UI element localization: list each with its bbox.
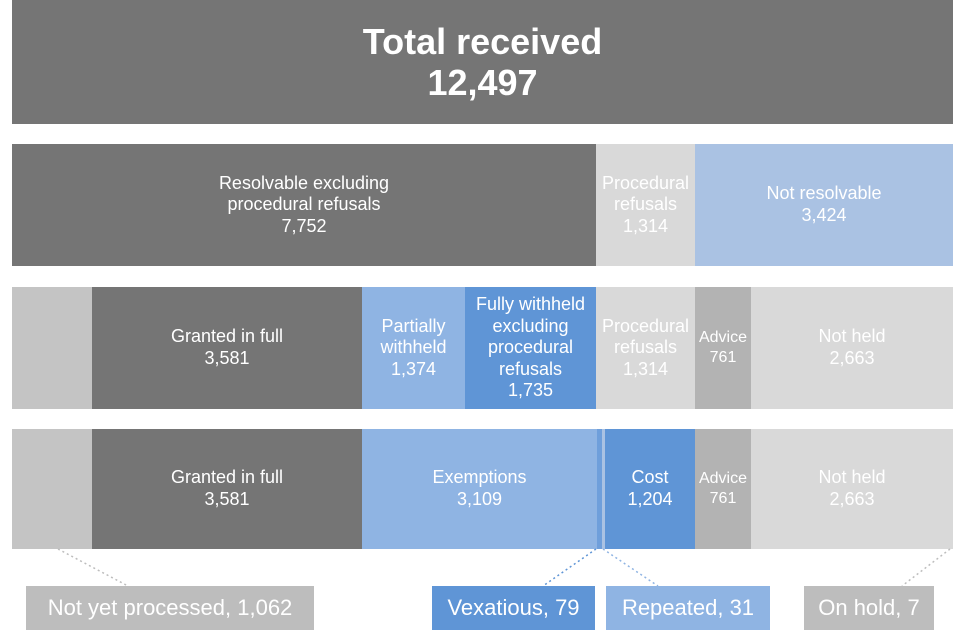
not-resolvable-block: Not resolvable 3,424 (695, 144, 953, 266)
advice-value: 761 (709, 490, 737, 507)
not-yet-processed-segment-row2 (12, 287, 92, 409)
procedural-refusals-value: 1,314 (622, 358, 669, 379)
exemptions-label: Exemptions (432, 467, 527, 488)
not-yet-processed-callout: Not yet processed, 1,062 (26, 586, 314, 630)
advice-block-row2: Advice 761 (695, 287, 751, 409)
repeated-callout: Repeated, 31 (606, 586, 770, 630)
resolvable-value: 7,752 (281, 215, 327, 236)
vexatious-callout: Vexatious, 79 (432, 586, 595, 630)
granted-value: 3,581 (204, 348, 250, 368)
not-resolvable-value: 3,424 (801, 205, 847, 225)
not-yet-processed-segment-row3 (12, 429, 92, 549)
procedural-refusals-block-row1: Procedural refusals 1,314 (596, 144, 695, 266)
exemptions-block: Exemptions 3,109 (362, 429, 597, 549)
vexatious-segment (597, 429, 602, 549)
exemptions-value: 3,109 (456, 489, 503, 509)
connector-not-yet-processed (57, 548, 129, 587)
fully-withheld-label: Fully withheld excluding procedural refu… (475, 294, 586, 379)
procedural-refusals-block-row2: Procedural refusals 1,314 (596, 287, 695, 409)
connector-on-hold (901, 548, 951, 587)
partially-withheld-label: Partially withheld (380, 315, 447, 358)
resolvable-block: Resolvable excluding procedural refusals… (12, 144, 596, 266)
cost-value: 1,204 (627, 489, 673, 509)
advice-block-row3: Advice 761 (695, 429, 751, 549)
advice-value: 761 (709, 349, 737, 366)
not-held-block-row2: Not held 2,663 (751, 287, 953, 409)
on-hold-text: On hold, 7 (818, 595, 920, 620)
total-received-block: Total received 12,497 (12, 0, 953, 124)
granted-in-full-block-row2: Granted in full 3,581 (92, 287, 362, 409)
vexatious-text: Vexatious, 79 (447, 595, 580, 620)
fully-withheld-block: Fully withheld excluding procedural refu… (465, 287, 596, 409)
connector-vexatious (542, 548, 597, 587)
not-held-label: Not held (818, 326, 886, 347)
granted-in-full-block-row3: Granted in full 3,581 (92, 429, 362, 549)
on-hold-callout: On hold, 7 (804, 586, 934, 630)
granted-label: Granted in full (170, 326, 284, 347)
granted-value: 3,581 (204, 489, 250, 509)
procedural-refusals-value: 1,314 (622, 215, 669, 236)
cost-block: Cost 1,204 (605, 429, 695, 549)
granted-label: Granted in full (170, 467, 284, 488)
resolvable-label: Resolvable excluding procedural refusals (218, 172, 390, 215)
repeated-text: Repeated, 31 (621, 595, 755, 620)
not-resolvable-label: Not resolvable (766, 183, 882, 204)
fully-withheld-value: 1,735 (507, 380, 554, 401)
total-received-value: 12,497 (427, 62, 538, 103)
advice-label: Advice (698, 329, 748, 346)
partially-withheld-block: Partially withheld 1,374 (362, 287, 465, 409)
not-held-label: Not held (818, 467, 886, 488)
total-received-label: Total received (362, 20, 603, 62)
partially-withheld-value: 1,374 (390, 358, 437, 379)
procedural-refusals-label: Procedural refusals (601, 315, 690, 358)
procedural-refusals-label: Procedural refusals (601, 172, 690, 215)
connector-repeated (602, 548, 659, 587)
advice-label: Advice (698, 470, 748, 487)
not-held-block-row3: Not held 2,663 (751, 429, 953, 549)
not-held-value: 2,663 (829, 489, 875, 509)
repeated-segment (602, 429, 605, 549)
not-held-value: 2,663 (829, 348, 875, 368)
not-yet-processed-text: Not yet processed, 1,062 (47, 595, 293, 620)
cost-label: Cost (631, 467, 669, 488)
